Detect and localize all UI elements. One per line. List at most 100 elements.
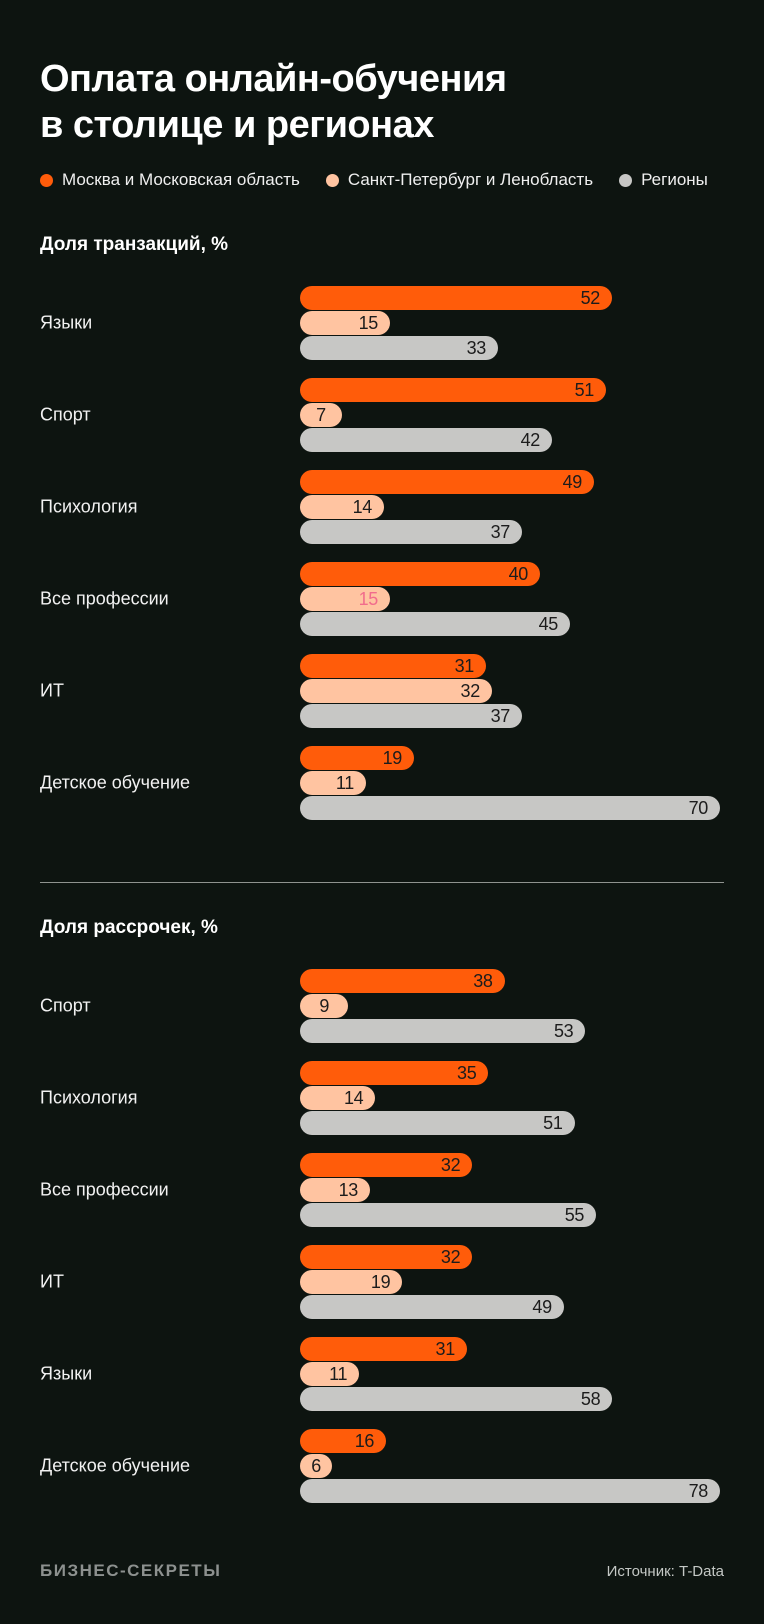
bar-moscow: 38 <box>300 969 505 993</box>
bar-value: 70 <box>688 798 709 818</box>
bar-value: 78 <box>688 1481 709 1501</box>
legend-label: Регионы <box>641 170 708 189</box>
bar-moscow: 31 <box>300 654 487 678</box>
bar-spb: 9 <box>300 994 349 1018</box>
bar-spb: 6 <box>300 1454 333 1478</box>
section-heading-transactions: Доля транзакций, % <box>40 234 229 255</box>
bar-group: 35 14 51 <box>300 1061 720 1135</box>
bar-group: 40 15 45 <box>300 562 720 636</box>
bar-group: 49 14 37 <box>300 470 720 544</box>
chart-row: Психология 35 14 51 <box>40 1061 724 1135</box>
row-label: Все профессии <box>40 588 169 609</box>
bar-spb: 32 <box>300 679 492 703</box>
bar-group: 52 15 33 <box>300 286 720 360</box>
chart-row: Спорт 51 7 42 <box>40 378 724 452</box>
bar-group: 31 32 37 <box>300 654 720 728</box>
bar-moscow: 51 <box>300 378 606 402</box>
bar-value: 19 <box>382 748 403 768</box>
bar-spb: 7 <box>300 403 342 427</box>
chart-row: Психология 49 14 37 <box>40 470 724 544</box>
bar-regions: 49 <box>300 1295 564 1319</box>
rows-installments: Спорт 38 9 53 Психология 35 14 51 Все профессии 3… <box>40 969 724 1503</box>
bar-group: 19 11 70 <box>300 746 720 820</box>
bar-value: 32 <box>460 681 481 701</box>
bar-moscow: 35 <box>300 1061 489 1085</box>
infographic: Оплата онлайн-обучения в столице и регио… <box>40 56 724 1580</box>
bar-value: 11 <box>335 773 354 793</box>
bar-moscow: 19 <box>300 746 414 770</box>
page-title: Оплата онлайн-обучения в столице и регио… <box>40 56 724 148</box>
title-line-1: Оплата онлайн-обучения <box>40 58 507 100</box>
bar-regions: 33 <box>300 336 498 360</box>
bar-value: 6 <box>311 1456 321 1476</box>
bar-group: 51 7 42 <box>300 378 720 452</box>
bar-group: 31 11 58 <box>300 1337 720 1411</box>
bar-value: 38 <box>473 971 493 991</box>
bar-moscow: 49 <box>300 470 594 494</box>
chart-row: Детское обучение 19 11 70 <box>40 746 724 820</box>
bar-spb: 19 <box>300 1270 403 1294</box>
legend-dot-spb-icon <box>325 173 339 187</box>
legend-item-regions: Регионы <box>619 170 708 190</box>
bar-moscow: 52 <box>300 286 613 310</box>
bar-value: 7 <box>316 405 326 425</box>
bar-value: 11 <box>329 1364 348 1384</box>
row-label: Спорт <box>40 995 91 1016</box>
bar-value: 42 <box>520 430 541 450</box>
bar-spb: 15 <box>300 587 390 611</box>
row-label: Детское обучение <box>40 1455 191 1476</box>
bar-value: 52 <box>580 288 601 308</box>
source-credit: Источник: T-Data <box>606 1562 724 1580</box>
row-label: ИТ <box>40 680 64 701</box>
chart-row: Спорт 38 9 53 <box>40 969 724 1043</box>
brand-logo: БИЗНЕС-СЕКРЕТЫ <box>40 1561 222 1580</box>
bar-moscow: 31 <box>300 1337 467 1361</box>
bar-spb: 14 <box>300 495 384 519</box>
bar-group: 38 9 53 <box>300 969 720 1043</box>
bar-group: 32 13 55 <box>300 1153 720 1227</box>
bar-value: 51 <box>543 1113 563 1133</box>
bar-regions: 78 <box>300 1479 720 1503</box>
bar-regions: 51 <box>300 1111 575 1135</box>
bar-value: 53 <box>553 1021 574 1041</box>
row-label: ИТ <box>40 1271 64 1292</box>
bar-value: 58 <box>580 1389 601 1409</box>
bar-spb: 13 <box>300 1178 370 1202</box>
bar-regions: 55 <box>300 1203 597 1227</box>
bar-value: 51 <box>574 380 595 400</box>
bar-value: 14 <box>352 497 373 517</box>
chart-row: ИТ 32 19 49 <box>40 1245 724 1319</box>
chart-row: Детское обучение 16 6 78 <box>40 1429 724 1503</box>
rows-transactions: Языки 52 15 33 Спорт 51 7 42 Психология 49 14 37 Все… <box>40 286 724 820</box>
bar-regions: 37 <box>300 704 522 728</box>
legend: Москва и Московская область Санкт-Петербу… <box>40 170 724 190</box>
bar-regions: 53 <box>300 1019 586 1043</box>
legend-label: Москва и Московская область <box>62 170 300 189</box>
chart-row: Все профессии 40 15 45 <box>40 562 724 636</box>
row-label: Психология <box>40 1087 138 1108</box>
bar-moscow: 16 <box>300 1429 387 1453</box>
bar-value: 37 <box>490 522 511 542</box>
bar-value: 15 <box>358 313 379 333</box>
section-heading-installments: Доля рассрочек, % <box>40 917 218 938</box>
bar-group: 16 6 78 <box>300 1429 720 1503</box>
bar-group: 32 19 49 <box>300 1245 720 1319</box>
bar-value: 40 <box>508 564 529 584</box>
bar-value: 33 <box>466 338 487 358</box>
bar-spb: 15 <box>300 311 390 335</box>
row-label: Детское обучение <box>40 772 191 793</box>
bar-spb: 11 <box>300 771 366 795</box>
bar-value: 35 <box>457 1063 477 1083</box>
bar-value: 15 <box>358 589 379 609</box>
bar-value: 14 <box>343 1088 364 1108</box>
bar-moscow: 32 <box>300 1245 473 1269</box>
chart-row: Языки 31 11 58 <box>40 1337 724 1411</box>
bar-value: 32 <box>440 1155 461 1175</box>
row-label: Психология <box>40 496 138 517</box>
bar-spb: 11 <box>300 1362 360 1386</box>
bar-value: 37 <box>490 706 511 726</box>
chart-row: ИТ 31 32 37 <box>40 654 724 728</box>
bar-value: 19 <box>370 1272 391 1292</box>
chart-row: Все профессии 32 13 55 <box>40 1153 724 1227</box>
legend-label: Санкт-Петербург и Ленобласть <box>347 170 594 189</box>
